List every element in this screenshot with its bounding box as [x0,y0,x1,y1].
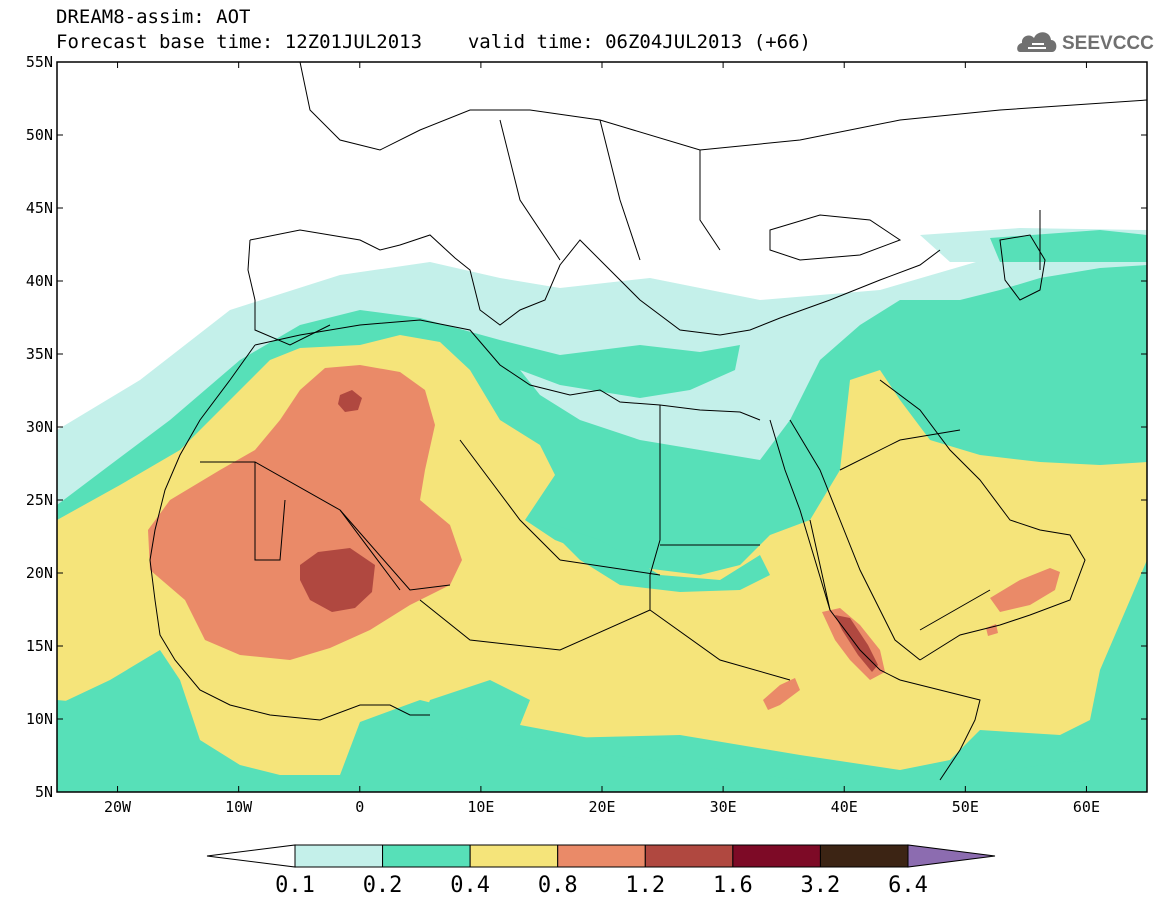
lon-tick-label: 20E [588,798,615,816]
lon-tick-label: 40E [831,798,858,816]
colorbar-under-triangle [206,844,296,868]
colorbar-segment [382,844,471,868]
lat-tick-label: 15N [26,637,53,655]
colorbar-segment [732,844,821,868]
lon-tick-label: 50E [952,798,979,816]
base-time-label: Forecast base time: 12Z01JUL2013 [56,31,423,53]
cloud-icon [1017,32,1057,52]
colorbar-label: 6.4 [888,873,928,898]
lat-tick-label: 40N [26,272,53,290]
aot-level-1.2 [300,548,375,612]
lat-tick-label: 20N [26,564,53,582]
colorbar-label: 1.2 [625,873,665,898]
latitude-axis: 5N 10N 15N 20N 25N 30N 35N 40N 45N 50N 55N [26,53,1147,801]
lon-tick-label: 60E [1073,798,1100,816]
lat-tick-label: 50N [26,126,53,144]
colorbar-segment [644,844,734,868]
colorbar-label: 0.2 [363,873,403,898]
longitude-axis: 20W 10W 0 10E 20E 30E 40E 50E 60E [104,62,1100,816]
lon-tick-label: 10E [467,798,494,816]
lon-tick-label: 30E [710,798,737,816]
colorbar-label: 1.6 [713,873,753,898]
colorbar-segment [819,844,909,868]
lon-tick-label: 0 [355,798,364,816]
aot-fields [57,62,1147,792]
colorbar-label: 0.8 [538,873,578,898]
coastlines [149,62,1147,781]
colorbar-label: 0.1 [275,873,315,898]
country-borders [200,119,1041,681]
colorbar-segment [469,844,559,868]
lat-tick-label: 5N [35,783,53,801]
colorbar-over-triangle [907,844,996,868]
seevccc-logo: SEEVCCC [1017,32,1154,54]
lon-tick-label: 20W [104,798,132,816]
aot-level-0.8 [148,365,462,660]
logo-text: SEEVCCC [1062,33,1154,54]
forecast-times: Forecast base time: 12Z01JUL2013 valid t… [56,31,811,53]
lon-tick-label: 10W [225,798,253,816]
valid-time-label: valid time: 06Z04JUL2013 (+66) [467,31,811,53]
model-title: DREAM8-assim: AOT [56,6,251,28]
colorbar-label: 0.4 [450,873,490,898]
lat-tick-label: 10N [26,710,53,728]
colorbar-segment [557,844,646,868]
colorbar-segment [294,844,384,868]
colorbar-label: 3.2 [801,873,841,898]
lat-tick-label: 30N [26,418,53,436]
colorbar: 0.1 0.2 0.4 0.8 1.2 1.6 3.2 6.4 [206,844,996,898]
lat-tick-label: 45N [26,199,53,217]
lat-tick-label: 35N [26,345,53,363]
lat-tick-label: 25N [26,491,53,509]
lat-tick-label: 55N [26,53,53,71]
